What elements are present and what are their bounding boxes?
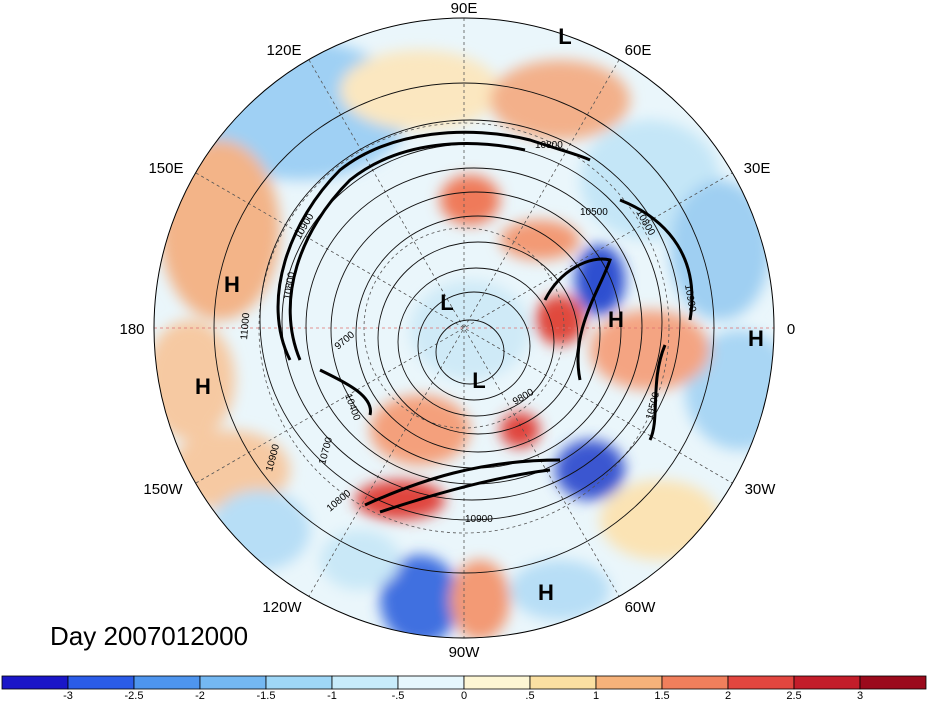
- colorbar-tick-label: 1.5: [654, 690, 669, 702]
- contour-label: 10500: [580, 207, 608, 218]
- colorbar-swatch: [529, 675, 597, 690]
- lon-label-90w: 90W: [449, 644, 481, 661]
- lon-label-90e: 90E: [451, 0, 478, 17]
- colorbar-swatch: [1, 675, 69, 690]
- high-marker: H: [195, 374, 211, 399]
- colorbar-tick-label: 0: [461, 690, 467, 702]
- colorbar: -3 -2.5 -2 -1.5 -1 -.5 0 .5 1 1.5 2 2.5 3: [1, 675, 927, 702]
- pressure-markers: L L L H H H H H: [195, 24, 764, 605]
- colorbar-swatch: [265, 675, 333, 690]
- colorbar-swatch: [331, 675, 399, 690]
- colorbar-tick-label: -3: [63, 690, 73, 702]
- lon-label-150w: 150W: [143, 481, 183, 498]
- colorbar-swatch: [133, 675, 201, 690]
- colorbar-swatch: [661, 675, 729, 690]
- colorbar-tick-label: 1: [593, 690, 599, 702]
- high-marker: H: [224, 272, 240, 297]
- map-disc: [154, 18, 774, 638]
- lon-label-60e: 60E: [625, 42, 652, 59]
- low-marker: L: [440, 290, 453, 315]
- day-title: Day 2007012000: [50, 621, 248, 651]
- colorbar-swatch: [67, 675, 135, 690]
- contour-label: 10900: [465, 514, 493, 525]
- lon-label-120e: 120E: [266, 42, 301, 59]
- lon-label-30w: 30W: [745, 481, 777, 498]
- colorbar-tick-label: -2: [195, 690, 205, 702]
- colorbar-swatch: [199, 675, 267, 690]
- contour-label: 10800: [535, 140, 563, 151]
- lon-label-120w: 120W: [262, 599, 302, 616]
- contour-label: 11000: [239, 312, 252, 340]
- high-marker: H: [748, 326, 764, 351]
- lon-label-150e: 150E: [148, 160, 183, 177]
- lon-label-60w: 60W: [625, 599, 657, 616]
- high-marker: H: [538, 580, 554, 605]
- colorbar-tick-label: -1.5: [257, 690, 276, 702]
- colorbar-tick-label: 2: [725, 690, 731, 702]
- colorbar-tick-label: 3: [857, 690, 863, 702]
- low-marker: L: [472, 368, 485, 393]
- high-marker: H: [608, 307, 624, 332]
- longitude-labels: 90E 60E 30E 0 30W 60W 90W 120W 150W 180 …: [119, 0, 795, 661]
- colorbar-tick-label: 2.5: [786, 690, 801, 702]
- colorbar-swatch: [793, 675, 861, 690]
- colorbar-tick-label: .5: [525, 690, 534, 702]
- lon-label-0: 0: [787, 321, 795, 338]
- contour-label: 10800: [282, 271, 298, 301]
- colorbar-tick-label: -2.5: [125, 690, 144, 702]
- colorbar-swatch: [727, 675, 795, 690]
- colorbar-tick-label: -1: [327, 690, 337, 702]
- low-marker: L: [558, 24, 571, 49]
- map-boundary: [153, 17, 775, 639]
- colorbar-swatch: [397, 675, 465, 690]
- colorbar-swatch: [595, 675, 663, 690]
- colorbar-tick-label: -.5: [392, 690, 405, 702]
- lon-label-180: 180: [119, 321, 144, 338]
- lon-label-30e: 30E: [744, 160, 771, 177]
- colorbar-swatch: [463, 675, 531, 690]
- colorbar-swatch: [859, 675, 927, 690]
- contour-label: 10900: [682, 284, 698, 314]
